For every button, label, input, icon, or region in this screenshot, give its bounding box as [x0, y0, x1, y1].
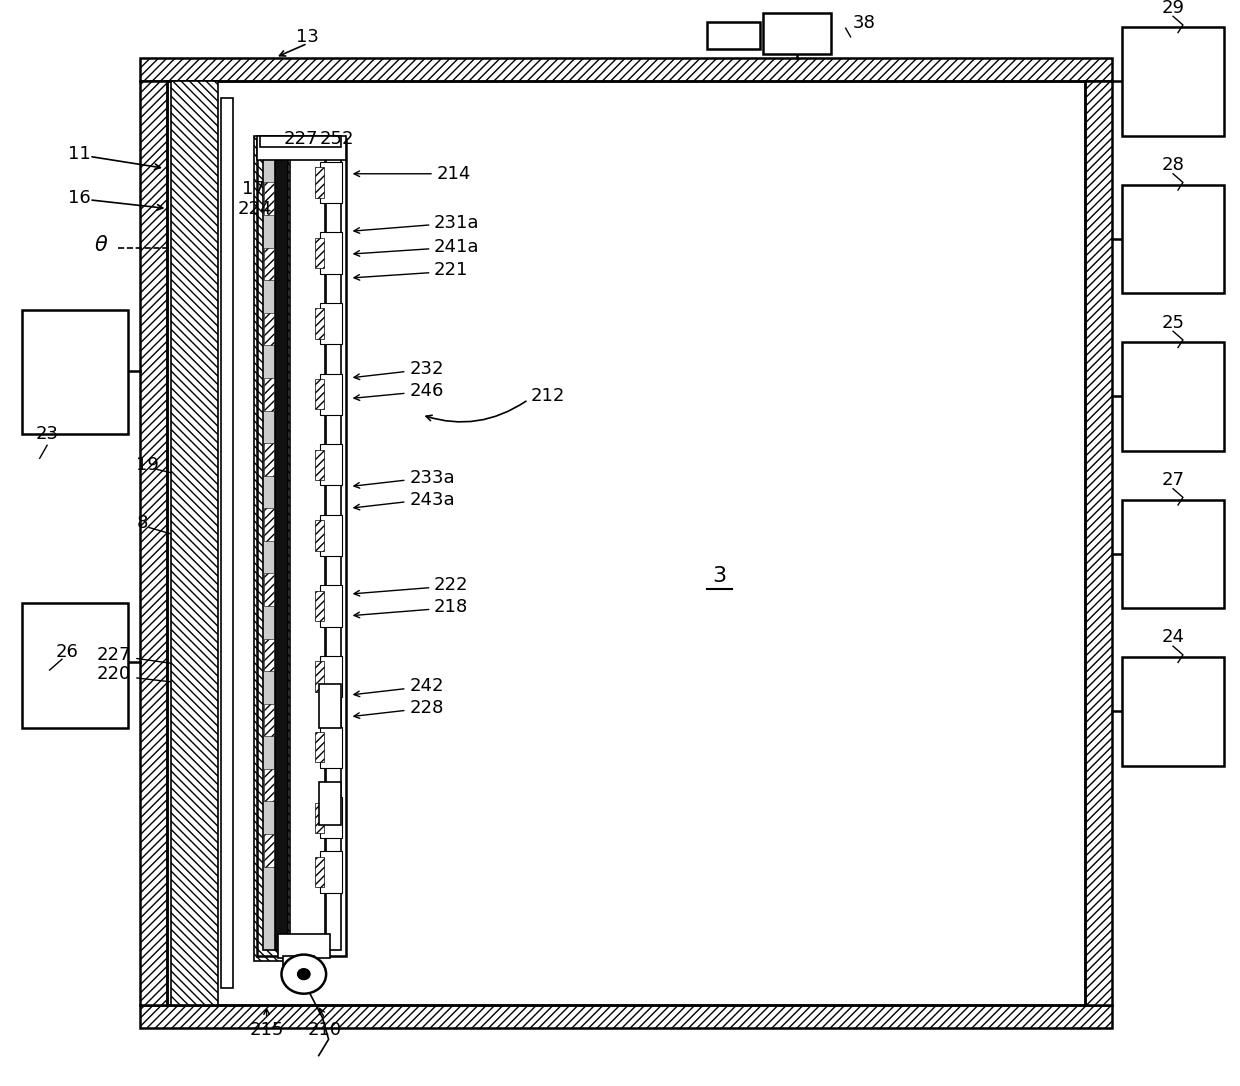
Text: 28: 28: [1162, 156, 1184, 174]
Bar: [319, 684, 341, 728]
Text: 224: 224: [238, 200, 273, 217]
Bar: [1122, 500, 1224, 608]
Bar: [320, 851, 342, 893]
Text: 218: 218: [434, 598, 469, 616]
Bar: [22, 310, 128, 434]
Text: 19: 19: [136, 456, 159, 473]
Bar: [264, 769, 274, 801]
Bar: [140, 1005, 1112, 1028]
Bar: [1122, 185, 1224, 293]
Bar: [320, 585, 342, 627]
Text: $\theta$: $\theta$: [94, 236, 109, 255]
Bar: [264, 182, 274, 215]
Bar: [315, 803, 324, 833]
Bar: [320, 303, 342, 344]
Text: 23: 23: [36, 426, 58, 443]
Bar: [257, 139, 346, 956]
Bar: [260, 136, 341, 147]
Bar: [707, 22, 760, 49]
Bar: [315, 732, 324, 762]
Bar: [320, 515, 342, 556]
Text: 242: 242: [409, 678, 444, 695]
Text: 8: 8: [136, 515, 148, 532]
Bar: [315, 379, 324, 409]
Text: 210: 210: [308, 1021, 342, 1038]
Bar: [1122, 342, 1224, 451]
Text: 241a: 241a: [434, 238, 480, 255]
Text: 38: 38: [853, 14, 875, 31]
Bar: [320, 374, 342, 415]
Bar: [22, 603, 128, 728]
Text: 231a: 231a: [434, 214, 480, 231]
Bar: [315, 857, 324, 887]
Bar: [320, 232, 342, 274]
Text: 3: 3: [712, 566, 727, 585]
Text: 215: 215: [249, 1021, 284, 1038]
Text: 252: 252: [320, 130, 355, 148]
Text: 11: 11: [68, 146, 91, 163]
Text: 27: 27: [1162, 471, 1184, 489]
Circle shape: [281, 955, 326, 994]
Bar: [320, 797, 342, 838]
Bar: [319, 782, 341, 825]
Circle shape: [298, 969, 310, 980]
Text: 221: 221: [434, 262, 469, 279]
Bar: [320, 444, 342, 485]
Bar: [290, 147, 325, 950]
Bar: [326, 147, 341, 950]
Text: 246: 246: [409, 382, 444, 400]
Bar: [264, 508, 274, 541]
Bar: [763, 13, 831, 54]
Text: 227: 227: [97, 646, 131, 664]
Bar: [283, 956, 314, 972]
Bar: [315, 238, 324, 268]
Text: 26: 26: [56, 643, 78, 660]
Text: 232: 232: [409, 361, 444, 378]
Bar: [264, 639, 274, 671]
Text: 243a: 243a: [409, 491, 455, 508]
Text: 212: 212: [531, 388, 565, 405]
Bar: [1085, 81, 1112, 1005]
Bar: [315, 450, 324, 480]
Bar: [315, 167, 324, 198]
Text: 214: 214: [436, 165, 471, 182]
Bar: [140, 58, 1112, 81]
Bar: [315, 520, 324, 551]
Text: 25: 25: [1162, 314, 1184, 331]
Text: 220: 220: [97, 666, 131, 683]
Text: 227: 227: [284, 130, 319, 148]
Text: 228: 228: [409, 699, 444, 717]
Text: 233a: 233a: [409, 469, 455, 487]
Text: 13: 13: [296, 28, 319, 46]
Bar: [320, 162, 342, 203]
Text: 222: 222: [434, 577, 469, 594]
Bar: [264, 704, 274, 736]
Bar: [315, 591, 324, 621]
Bar: [264, 834, 274, 867]
Text: 29: 29: [1162, 0, 1184, 16]
Bar: [264, 248, 274, 280]
Bar: [1122, 657, 1224, 766]
Text: 24: 24: [1162, 629, 1184, 646]
Bar: [264, 443, 274, 476]
Bar: [263, 147, 278, 950]
Bar: [1122, 27, 1224, 136]
Bar: [278, 934, 330, 958]
Text: 16: 16: [68, 189, 91, 206]
Bar: [254, 136, 314, 961]
Bar: [315, 308, 324, 339]
Bar: [264, 378, 274, 411]
Bar: [275, 147, 288, 950]
Bar: [221, 98, 233, 988]
Text: 17: 17: [242, 180, 264, 198]
Bar: [257, 136, 346, 160]
Bar: [140, 81, 167, 1005]
Bar: [320, 656, 342, 697]
Bar: [315, 661, 324, 692]
Bar: [264, 313, 274, 345]
Bar: [320, 727, 342, 768]
Bar: [264, 573, 274, 606]
Bar: [171, 81, 218, 1005]
